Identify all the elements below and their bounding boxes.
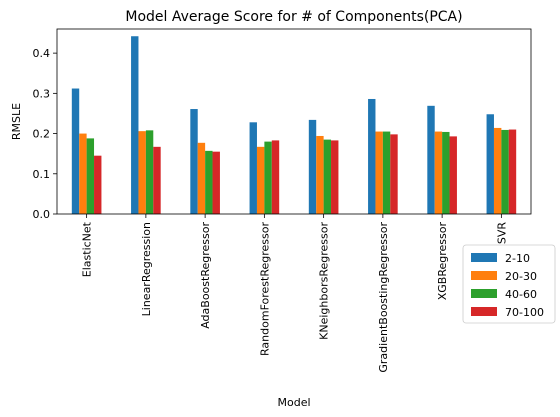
legend-swatch	[471, 253, 497, 262]
legend-label: 2-10	[505, 252, 530, 265]
bar	[390, 134, 398, 214]
bar	[308, 119, 317, 214]
bar	[323, 139, 332, 214]
x-tick-label: AdaBoostRegressor	[199, 222, 212, 329]
y-tick-label: 0.3	[33, 87, 51, 100]
legend-label: 70-100	[505, 306, 544, 319]
bar	[316, 135, 324, 214]
x-tick-label: LinearRegression	[140, 222, 153, 316]
bar	[486, 114, 494, 214]
bar	[331, 140, 339, 214]
legend-swatch	[471, 307, 497, 316]
bar	[190, 109, 198, 214]
x-tick-label: GradientBoostingRegressor	[377, 222, 390, 373]
bar	[264, 141, 272, 214]
x-axis-label: Model	[277, 396, 310, 409]
y-tick-label: 0.1	[33, 168, 51, 181]
legend-swatch	[471, 289, 497, 298]
bar	[375, 131, 383, 214]
bars-group	[71, 36, 517, 214]
bar	[256, 146, 265, 214]
bar	[508, 129, 517, 214]
bar	[145, 130, 154, 214]
y-tick-label: 0.2	[33, 128, 51, 141]
x-tick-label: RandomForestRegressor	[258, 222, 271, 356]
x-tick-label: SVR	[495, 222, 508, 245]
y-axis-label: RMSLE	[10, 103, 23, 140]
legend-label: 40-60	[505, 288, 537, 301]
bar	[197, 142, 206, 214]
legend-box	[462, 244, 556, 324]
legend-swatch	[471, 271, 497, 280]
x-tick-label: XGBRegressor	[436, 222, 449, 301]
y-tick-label: 0.0	[33, 208, 51, 221]
bar	[79, 133, 87, 214]
bar	[434, 131, 443, 214]
legend-label: 20-30	[505, 270, 537, 283]
y-tick-label: 0.4	[33, 47, 51, 60]
bar	[427, 105, 435, 214]
y-axis: 0.0 0.1 0.2 0.3 0.4	[33, 47, 57, 221]
bar	[153, 146, 161, 214]
bar	[271, 140, 280, 214]
bar	[442, 131, 450, 214]
x-axis: ElasticNet LinearRegression AdaBoostRegres…	[81, 214, 508, 373]
bar	[212, 151, 220, 214]
chart-title: Model Average Score for # of Components(…	[125, 9, 462, 25]
bar	[368, 98, 376, 214]
bar	[94, 155, 102, 214]
bar	[138, 131, 146, 214]
bar	[131, 36, 139, 214]
bar	[71, 88, 80, 214]
legend: 2-10 20-30 40-60 70-100	[462, 244, 556, 324]
bar	[205, 150, 213, 214]
bar	[382, 131, 391, 214]
bar	[249, 122, 257, 214]
x-tick-label: ElasticNet	[81, 221, 94, 277]
plot-frame	[56, 28, 532, 215]
bar	[493, 127, 502, 214]
x-tick-label: KNeighborsRegressor	[318, 222, 331, 340]
bar	[449, 136, 457, 214]
bar	[86, 138, 95, 214]
bar	[501, 129, 509, 214]
